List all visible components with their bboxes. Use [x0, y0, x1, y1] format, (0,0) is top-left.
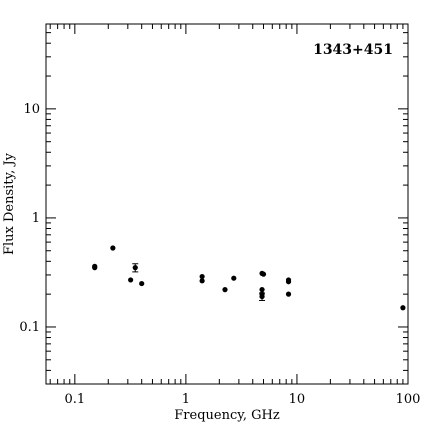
data-point — [285, 291, 292, 297]
data-point — [139, 280, 145, 287]
data-point — [199, 278, 205, 284]
data-point — [259, 287, 265, 293]
x-tick-label: 0.1 — [64, 392, 85, 407]
data-point — [285, 279, 292, 285]
data-points — [92, 245, 406, 311]
tick-labels: 0.1 1 10 100 0.1 1 10 — [19, 102, 420, 407]
plot-frame — [45, 23, 409, 385]
data-point — [110, 245, 116, 251]
data-point — [222, 287, 228, 293]
data-point — [231, 275, 237, 281]
data-point — [132, 265, 138, 271]
y-axis-label: Flux Density, Jy — [2, 152, 17, 255]
data-point — [199, 273, 205, 280]
y-tick-label: 1 — [32, 211, 40, 226]
data-point — [400, 305, 406, 311]
x-axis-label: Frequency, GHz — [174, 408, 280, 423]
axis-ticks — [46, 23, 409, 385]
chart-title: 1343+451 — [313, 42, 393, 58]
data-point — [259, 293, 265, 300]
x-tick-label: 10 — [289, 392, 306, 407]
x-tick-label: 1 — [182, 392, 190, 407]
data-point — [92, 265, 98, 271]
x-tick-label: 100 — [396, 392, 421, 407]
y-tick-label: 10 — [23, 102, 40, 117]
data-point — [260, 271, 267, 277]
data-point — [128, 277, 134, 283]
y-tick-label: 0.1 — [19, 320, 40, 335]
